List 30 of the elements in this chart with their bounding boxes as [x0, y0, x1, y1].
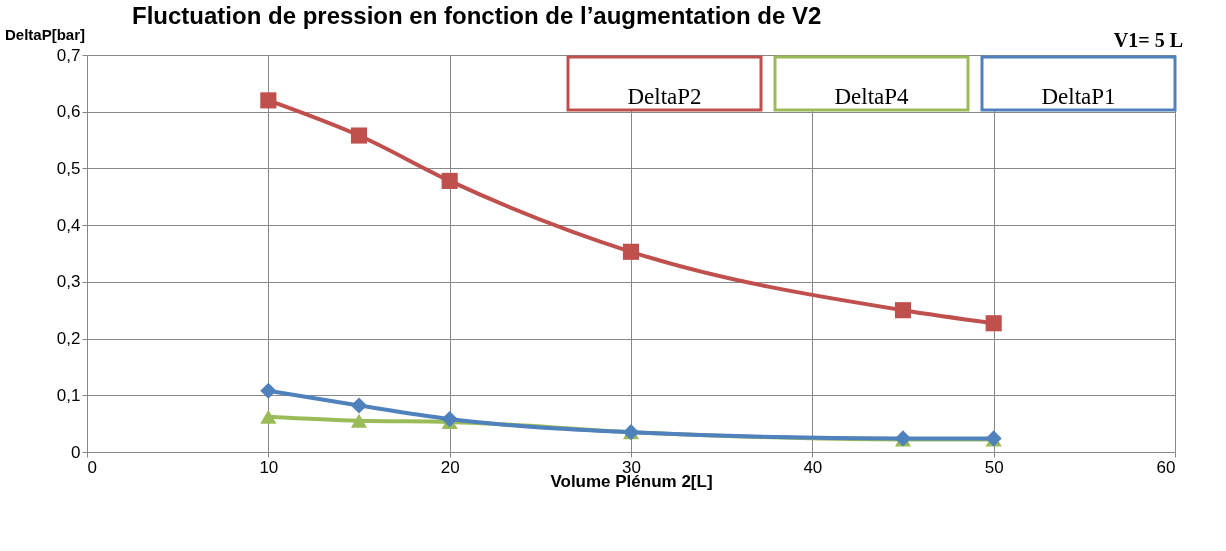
point: [350, 397, 368, 414]
point: [441, 172, 458, 189]
point: [260, 92, 277, 109]
text: DeltaP4: [834, 84, 910, 109]
chart-title: Fluctuation de pression en fonction de l’augmentation de V2: [132, 2, 822, 29]
text: DeltaP1: [1041, 84, 1116, 109]
text: DeltaP2: [627, 84, 702, 109]
y-axis-title: DeltaP[bar]: [5, 26, 86, 43]
point: [350, 127, 368, 144]
y-tick-label: 0,5: [56, 158, 81, 178]
x-tick-label: 50: [984, 457, 1004, 477]
text: V1= 5 L: [1113, 29, 1183, 51]
y-tick-label: 0: [71, 442, 81, 462]
y-tick-label: 0,4: [56, 215, 81, 235]
y-tick-label: 0,3: [56, 272, 81, 292]
x-tick-label: 0: [87, 457, 97, 477]
x-tick-label: 40: [803, 457, 823, 477]
y-tick-label: 0,1: [56, 385, 81, 405]
y-tick-label: 0,6: [56, 102, 81, 122]
point: [260, 382, 277, 399]
point: [622, 243, 640, 260]
point: [985, 315, 1002, 332]
y-tick-label: 0,7: [56, 45, 81, 65]
point: [350, 413, 368, 428]
x-tick-label: 10: [259, 457, 279, 477]
point: [260, 409, 277, 424]
x-tick-label: 20: [440, 457, 460, 477]
point: [894, 302, 912, 319]
x-tick-label: 60: [1156, 457, 1176, 477]
y-tick-label: 0,2: [56, 329, 81, 349]
